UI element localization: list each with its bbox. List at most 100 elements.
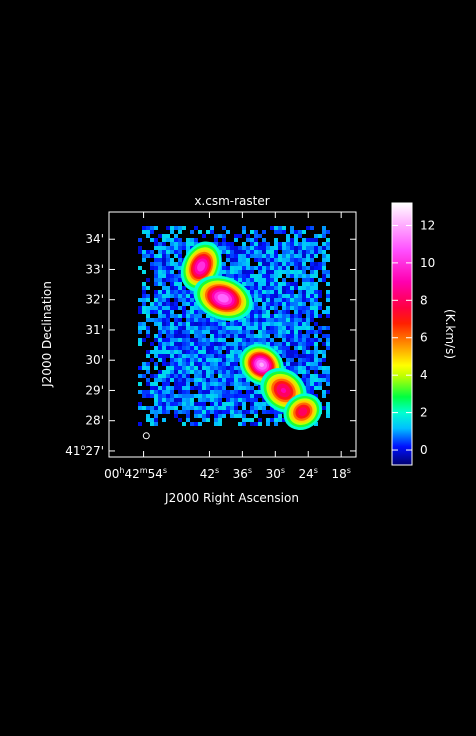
map-cell xyxy=(162,258,166,262)
map-cell xyxy=(306,330,310,334)
map-cell xyxy=(266,266,270,270)
map-cell xyxy=(274,310,278,314)
map-cell xyxy=(198,382,202,386)
map-cell xyxy=(302,254,306,258)
map-cell xyxy=(174,242,178,246)
map-cell xyxy=(174,286,178,290)
map-cell xyxy=(218,386,222,390)
map-cell xyxy=(318,246,322,250)
map-cell xyxy=(182,302,186,306)
map-cell xyxy=(158,390,162,394)
map-cell xyxy=(194,238,198,242)
map-cell xyxy=(322,246,326,250)
map-cell xyxy=(190,294,194,298)
map-cell xyxy=(166,402,170,406)
map-cell xyxy=(206,386,210,390)
map-cell xyxy=(270,266,274,270)
colorbar-tick-label: 4 xyxy=(420,368,428,382)
map-cell xyxy=(290,258,294,262)
map-cell xyxy=(238,390,242,394)
map-cell xyxy=(278,262,282,266)
map-cell xyxy=(146,394,150,398)
map-cell xyxy=(218,330,222,334)
map-cell xyxy=(298,258,302,262)
map-cell xyxy=(326,414,330,418)
map-cell xyxy=(306,242,310,246)
map-cell xyxy=(234,274,238,278)
map-cell xyxy=(246,322,250,326)
map-cell xyxy=(246,326,250,330)
map-cell xyxy=(222,266,226,270)
map-cell xyxy=(254,230,258,234)
map-cell xyxy=(258,298,262,302)
map-cell xyxy=(202,394,206,398)
map-cell xyxy=(226,370,230,374)
map-cell xyxy=(174,266,178,270)
map-cell xyxy=(154,294,158,298)
map-cell xyxy=(302,354,306,358)
map-cell xyxy=(202,322,206,326)
map-cell xyxy=(198,374,202,378)
map-cell xyxy=(142,290,146,294)
map-cell xyxy=(222,394,226,398)
map-cell xyxy=(158,310,162,314)
map-cell xyxy=(182,358,186,362)
map-cell xyxy=(258,254,262,258)
map-cell xyxy=(142,250,146,254)
map-cell xyxy=(162,370,166,374)
map-cell xyxy=(214,414,218,418)
map-cell xyxy=(174,386,178,390)
map-cell xyxy=(198,398,202,402)
map-cell xyxy=(174,414,178,418)
map-cell xyxy=(186,362,190,366)
map-cell xyxy=(218,334,222,338)
map-cell xyxy=(298,274,302,278)
map-cell xyxy=(174,350,178,354)
map-cell xyxy=(326,366,330,370)
map-cell xyxy=(138,326,142,330)
map-cell xyxy=(174,302,178,306)
map-cell xyxy=(298,342,302,346)
map-cell xyxy=(150,394,154,398)
map-cell xyxy=(178,230,182,234)
map-cell xyxy=(230,390,234,394)
map-cell xyxy=(186,366,190,370)
map-cell xyxy=(158,254,162,258)
map-cell xyxy=(174,378,178,382)
map-cell xyxy=(158,250,162,254)
map-cell xyxy=(186,406,190,410)
map-cell xyxy=(202,362,206,366)
map-cell xyxy=(198,370,202,374)
map-cell xyxy=(242,402,246,406)
map-cell xyxy=(218,390,222,394)
x-tick-label: 18s xyxy=(331,466,350,481)
map-cell xyxy=(158,294,162,298)
map-cell xyxy=(314,370,318,374)
map-cell xyxy=(298,362,302,366)
map-cell xyxy=(254,414,258,418)
map-cell xyxy=(238,322,242,326)
map-cell xyxy=(182,390,186,394)
map-cell xyxy=(214,402,218,406)
map-cell xyxy=(314,262,318,266)
map-cell xyxy=(286,258,290,262)
map-cell xyxy=(258,290,262,294)
map-cell xyxy=(210,398,214,402)
map-cell xyxy=(166,318,170,322)
map-cell xyxy=(246,378,250,382)
map-cell xyxy=(226,230,230,234)
map-cell xyxy=(254,394,258,398)
map-cell xyxy=(258,390,262,394)
map-cell xyxy=(162,242,166,246)
map-cell xyxy=(246,278,250,282)
map-cell xyxy=(270,226,274,230)
map-cell xyxy=(214,410,218,414)
map-cell xyxy=(238,422,242,426)
map-cell xyxy=(158,394,162,398)
map-cell xyxy=(238,402,242,406)
map-cell xyxy=(294,234,298,238)
map-cell xyxy=(250,230,254,234)
map-cell xyxy=(158,262,162,266)
map-cell xyxy=(170,262,174,266)
